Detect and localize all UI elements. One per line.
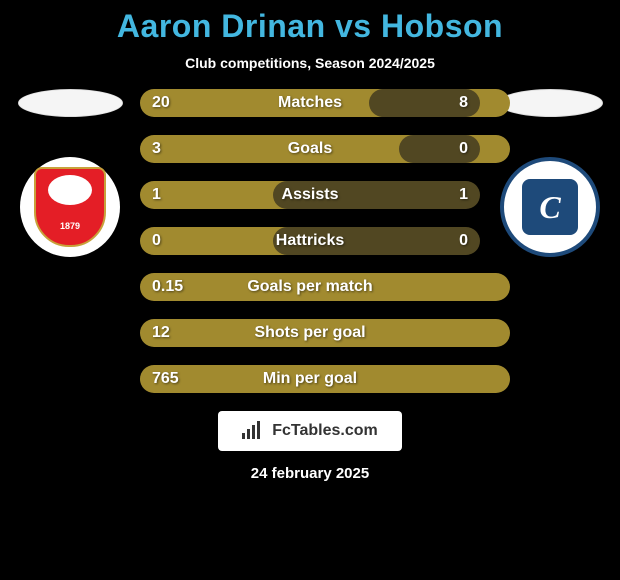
stat-left-value: 1 (152, 186, 161, 204)
right-country-flag-icon (498, 89, 603, 117)
left-player-column: 1879 (10, 89, 130, 257)
stat-left-value: 20 (152, 94, 170, 112)
stat-left-value: 765 (152, 370, 179, 388)
main-container: Aaron Drinan vs Hobson Club competitions… (0, 0, 620, 580)
stats-column: 20 Matches 8 3 Goals 0 1 Assists 1 0 Hattricks 0 0.1… (130, 89, 490, 393)
site-logo: FcTables.com (218, 411, 402, 451)
stat-left-value: 12 (152, 324, 170, 342)
stat-label: Shots per goal (254, 324, 365, 342)
stat-row: 20 Matches 8 (140, 89, 480, 117)
stat-label: Goals per match (247, 278, 372, 296)
stat-label: Min per goal (263, 370, 357, 388)
stat-label: Matches (278, 94, 342, 112)
stat-row: 0.15 Goals per match (140, 273, 480, 301)
left-club-year: 1879 (60, 221, 80, 231)
right-club-letter: C (539, 189, 560, 226)
left-country-flag-icon (18, 89, 123, 117)
stat-left-value: 3 (152, 140, 161, 158)
logo-chart-icon (242, 421, 266, 441)
stat-row: 0 Hattricks 0 (140, 227, 480, 255)
stat-row: 12 Shots per goal (140, 319, 480, 347)
stat-right-value: 1 (459, 186, 468, 204)
date-label: 24 february 2025 (251, 465, 369, 482)
stat-row: 765 Min per goal (140, 365, 480, 393)
left-club-badge-icon: 1879 (20, 157, 120, 257)
stat-right-value: 8 (459, 94, 468, 112)
logo-text: FcTables.com (272, 422, 378, 440)
stat-left-value: 0.15 (152, 278, 183, 296)
stat-row: 1 Assists 1 (140, 181, 480, 209)
footer: FcTables.com 24 february 2025 (218, 411, 402, 482)
right-club-badge-icon: C (500, 157, 600, 257)
page-title: Aaron Drinan vs Hobson (117, 8, 503, 45)
stat-row: 3 Goals 0 (140, 135, 480, 163)
stat-label: Assists (282, 186, 339, 204)
right-player-column: C (490, 89, 610, 257)
stat-left-value: 0 (152, 232, 161, 250)
stat-right-value: 0 (459, 140, 468, 158)
stat-label: Hattricks (276, 232, 344, 250)
stat-right-value: 0 (459, 232, 468, 250)
content-row: 1879 20 Matches 8 3 Goals 0 1 Assists 1 0 Hattrick… (10, 89, 610, 393)
stat-label: Goals (288, 140, 332, 158)
subtitle: Club competitions, Season 2024/2025 (185, 55, 435, 71)
